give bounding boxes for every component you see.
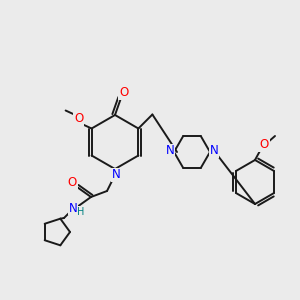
Text: O: O [119,86,129,100]
Text: H: H [77,207,85,217]
Text: O: O [260,139,268,152]
Text: N: N [69,202,77,214]
Text: N: N [166,145,174,158]
Text: N: N [112,169,120,182]
Text: O: O [68,176,76,188]
Text: O: O [74,112,83,125]
Text: N: N [210,145,218,158]
